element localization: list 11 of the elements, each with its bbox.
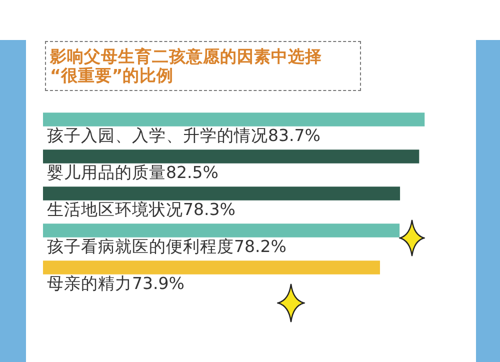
y-tick-label: 孩子入园、入学、升学的情况: [47, 126, 268, 145]
data-label: 82.5%: [166, 162, 218, 182]
data-label: 78.3%: [183, 200, 236, 219]
data-label: 73.9%: [132, 274, 184, 293]
y-tick-label: 婴儿用品的质量: [47, 162, 166, 182]
y-tick-label: 母亲的精力: [47, 274, 132, 293]
chart-title: 影响父母生育二孩意愿的因素中选择 “很重要”的比例: [45, 41, 361, 91]
y-tick-label: 孩子看病就医的便利程度: [47, 236, 234, 256]
data-label: 78.2%: [234, 236, 286, 256]
data-label: 83.7%: [268, 126, 320, 145]
y-tick-label: 生活地区环境状况: [47, 200, 183, 219]
